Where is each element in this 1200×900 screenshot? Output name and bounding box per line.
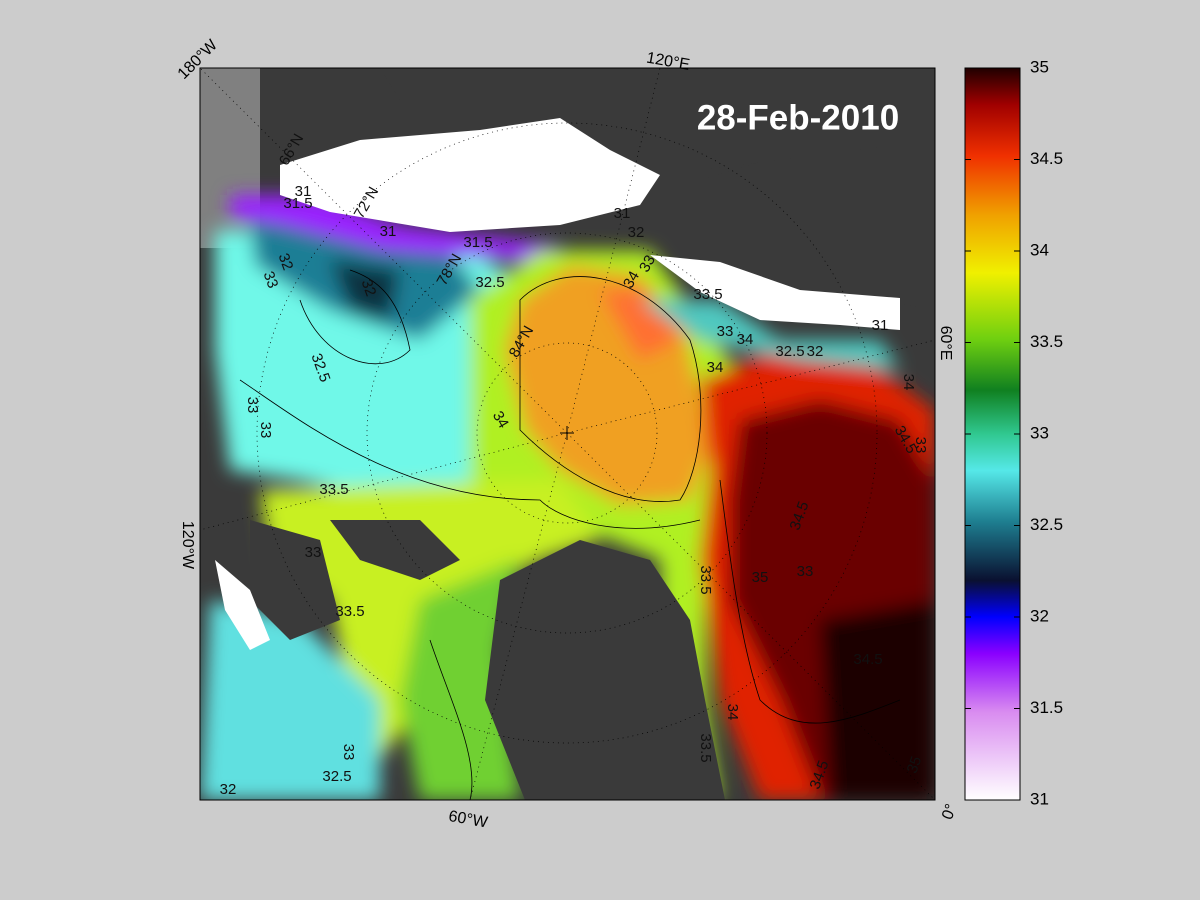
sea-ice — [215, 560, 270, 650]
land — [700, 140, 935, 310]
longitude-label: 120°W — [179, 521, 196, 570]
contour-label: 33 — [257, 422, 274, 439]
colorbar-tick-label: 31.5 — [1030, 698, 1063, 717]
contour-label: 33 — [717, 323, 734, 340]
contour-label: 35 — [752, 569, 769, 586]
contour-label: 33 — [305, 544, 322, 561]
island — [330, 520, 460, 580]
colorbar-tick-label: 33 — [1030, 423, 1049, 442]
contour-label: 32 — [220, 781, 237, 798]
contour-label: 34 — [737, 331, 754, 348]
contour-label: 32 — [358, 277, 380, 298]
contour-label: 32 — [628, 224, 645, 241]
pole-marker — [560, 426, 574, 440]
colorbar-tick-label: 34 — [1030, 240, 1049, 259]
island — [250, 520, 340, 640]
contour-label: 32 — [275, 251, 297, 272]
contour-label: 33 — [912, 437, 929, 454]
map-frame — [199, 67, 936, 801]
contour-label: 33 — [244, 397, 261, 414]
colorbar-tick-label: 32 — [1030, 606, 1049, 625]
colorbar-tick-label: 32.5 — [1030, 515, 1063, 534]
contours — [239, 269, 901, 800]
colorbar-tick-label: 31 — [1030, 789, 1049, 808]
contour-label: 31 — [614, 205, 631, 222]
contour-label: 34 — [620, 268, 643, 291]
contour-label: 31 — [295, 183, 312, 200]
longitude-label: 60°W — [447, 808, 490, 832]
contour-label: 34 — [707, 359, 724, 376]
contour-label: 31.5 — [283, 195, 312, 212]
colorbar — [964, 67, 1021, 801]
longitude-label: 0° — [939, 802, 960, 822]
contour-label: 33 — [797, 563, 814, 580]
colorbar-tick-label: 35 — [1030, 57, 1049, 76]
contour-label: 33 — [636, 252, 659, 275]
contour-label: 34 — [900, 374, 917, 391]
contour-label: 32.5 — [475, 274, 504, 291]
colorbar-tick-label: 34.5 — [1030, 149, 1063, 168]
contour-label: 33.5 — [693, 286, 722, 303]
contour-label: 34 — [724, 704, 741, 721]
contour-label: 31 — [380, 223, 397, 240]
longitude-label: 60°E — [937, 326, 954, 361]
contour-label: 31 — [872, 317, 889, 334]
colorbar-ticks: 31 31.5 32 32.5 33 33.5 34 34.5 35 — [965, 57, 1063, 808]
contour-label: 33.5 — [335, 603, 364, 620]
contour-label: 34.5 — [853, 651, 882, 668]
contour-label: 33 — [340, 744, 357, 761]
greenland — [485, 540, 725, 800]
contour-label: 34 — [489, 408, 512, 431]
contour-label: 33 — [260, 269, 282, 290]
contour-label: 32 — [807, 343, 824, 360]
date-label: 28-Feb-2010 — [697, 98, 899, 137]
contour-label: 35 — [904, 754, 926, 775]
land — [380, 68, 935, 170]
colorbar-tick-label: 33.5 — [1030, 332, 1063, 351]
contour-label: 33.5 — [697, 733, 714, 762]
sea-ice — [280, 118, 660, 232]
graticule — [200, 68, 935, 800]
contour-label: 32.5 — [775, 343, 804, 360]
contour-label: 33.5 — [697, 565, 714, 594]
contour-label: 32.5 — [322, 768, 351, 785]
contour-label: 33.5 — [319, 481, 348, 498]
contour-label: 31.5 — [463, 234, 492, 251]
sea-ice — [650, 255, 900, 330]
